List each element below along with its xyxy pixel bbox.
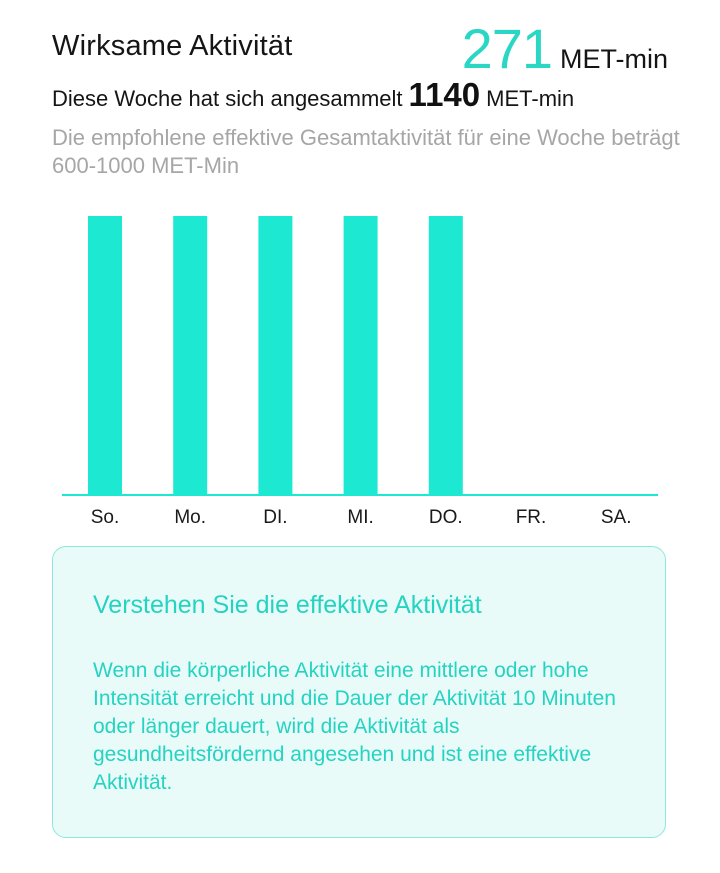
- x-tick-label: SA.: [601, 507, 632, 528]
- today-met-unit: MET-min: [560, 44, 668, 74]
- today-met-value: 271: [461, 17, 553, 80]
- weekly-summary: Diese Woche hat sich angesammelt 1140 ME…: [52, 76, 574, 114]
- recommendation-text: Die empfohlene effektive Gesamtaktivität…: [52, 125, 680, 178]
- chart-bar: [258, 216, 293, 495]
- chart-bar: [88, 216, 122, 495]
- page-title: Wirksame Aktivität: [52, 30, 293, 62]
- x-tick-label: Mo.: [174, 507, 206, 528]
- info-card: Verstehen Sie die effektive Aktivität We…: [52, 546, 666, 838]
- x-tick-label: So.: [91, 507, 120, 528]
- x-tick-label: FR.: [516, 507, 547, 528]
- x-tick-label: DO.: [429, 507, 463, 528]
- weekly-label: Diese Woche hat sich angesammelt: [52, 86, 403, 111]
- chart-bar: [343, 216, 378, 495]
- x-tick-label: DI.: [263, 507, 287, 528]
- chart-bar: [173, 216, 208, 495]
- today-summary: 271 MET-min: [462, 16, 668, 81]
- chart-bar: [428, 216, 463, 495]
- info-body: Wenn die körperliche Aktivität eine mitt…: [93, 659, 616, 794]
- info-heading: Verstehen Sie die effektive Aktivität: [93, 591, 482, 619]
- x-tick-label: MI.: [347, 507, 373, 528]
- weekly-met-value: 1140: [408, 76, 481, 113]
- weekly-met-unit: MET-min: [486, 86, 575, 111]
